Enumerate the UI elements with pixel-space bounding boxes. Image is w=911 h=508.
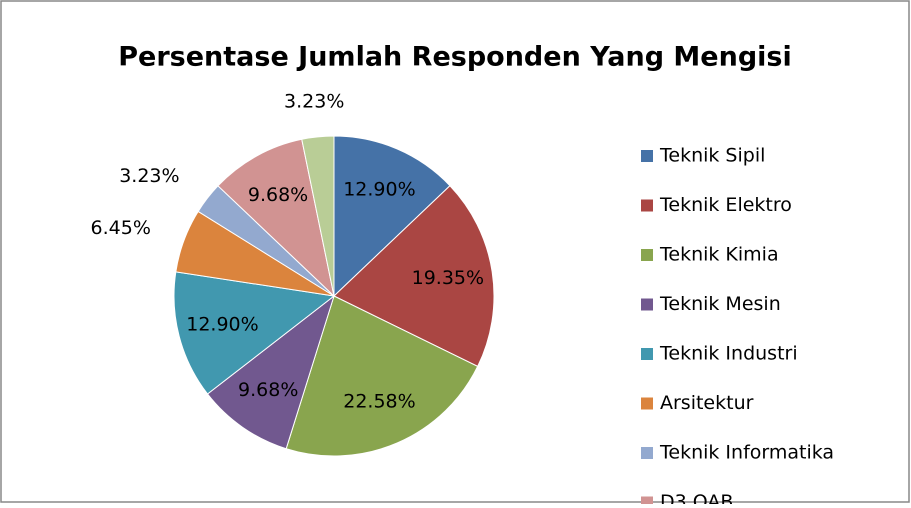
legend-swatch [641,397,653,410]
legend-label: Teknik Kimia [659,244,779,266]
data-label: 9.68% [248,184,308,206]
pie-slice [173,271,336,395]
legend-label: Teknik Mesin [659,293,781,315]
legend-label: Teknik Elektro [659,194,792,216]
data-label: 19.35% [412,267,484,289]
data-label: 9.68% [238,379,298,401]
legend-swatch [641,447,653,459]
legend-swatch [641,249,653,261]
pie-slice [333,185,495,368]
data-label: 22.58% [343,390,415,412]
legend-swatch [641,348,653,360]
legend-label: Teknik Sipil [659,145,765,167]
legend-swatch [641,199,653,212]
data-label: 12.90% [186,313,258,335]
data-label: 3.23% [119,165,179,187]
pie-slice [206,294,335,450]
pie-slice [217,138,335,298]
legend-label: Teknik Industri [659,343,798,365]
pie-slice [333,135,451,298]
legend-swatch [641,298,653,311]
data-label: 12.90% [343,179,415,201]
legend-label: Teknik Informatika [659,442,834,464]
legend-swatch [641,150,653,162]
data-label: 3.23% [284,90,344,112]
legend-swatch [641,496,653,508]
chart-title: Persentase Jumlah Responden Yang Mengisi [118,42,792,73]
legend-label: D3 OAB [660,491,733,504]
legend-label: Arsitektur [660,392,754,414]
data-label: 6.45% [91,217,151,239]
pie-slice [301,135,335,297]
pie-slice [285,295,479,457]
